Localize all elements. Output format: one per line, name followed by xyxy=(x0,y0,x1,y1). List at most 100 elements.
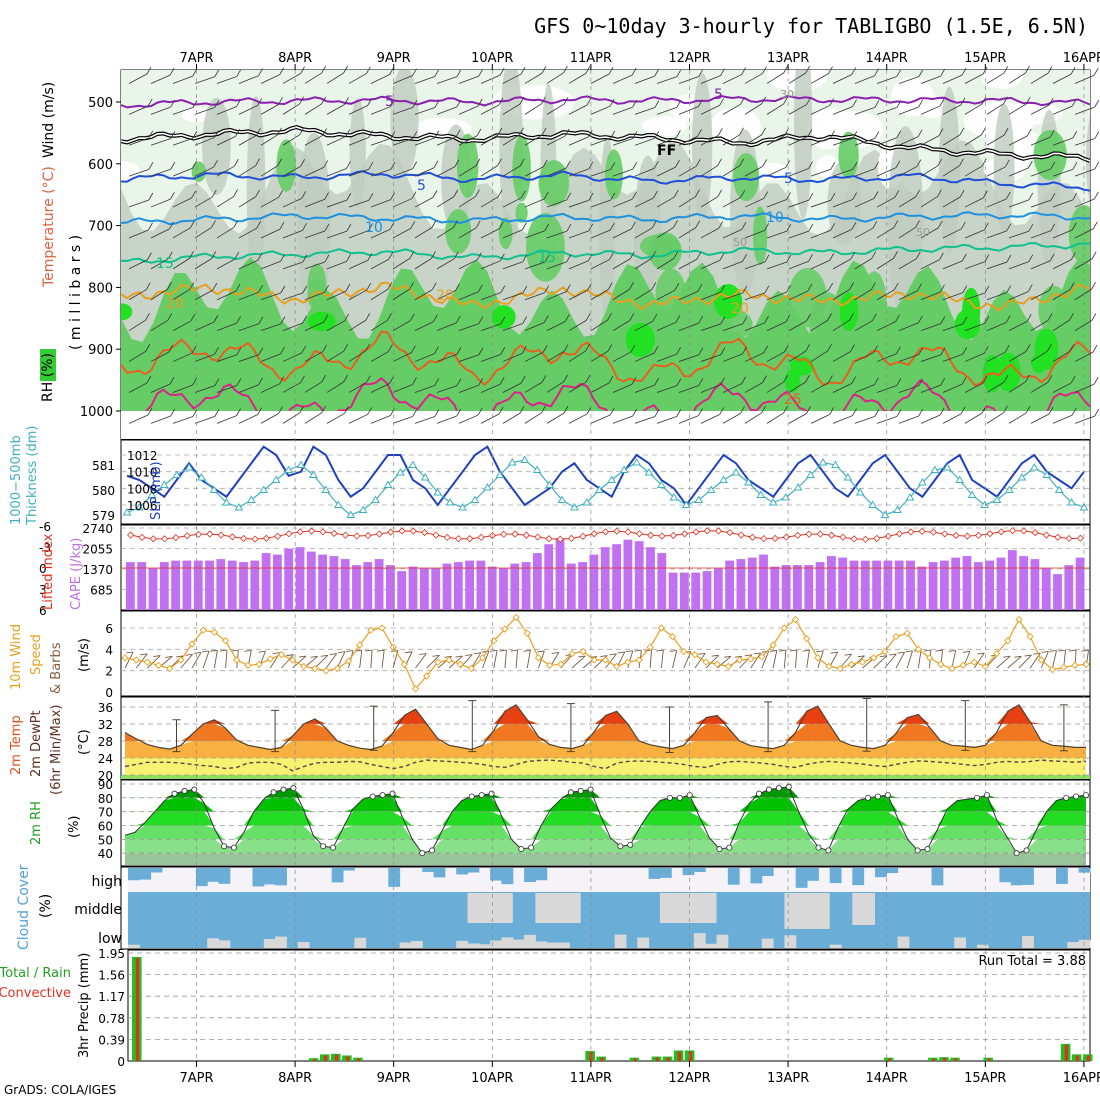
wind-barb xyxy=(806,406,811,414)
thickness-point xyxy=(545,480,554,488)
rh-streak xyxy=(202,97,231,196)
wind-barb xyxy=(698,378,704,386)
cloud-high-bar xyxy=(750,868,763,884)
wind-barb xyxy=(678,135,698,146)
wind-barb xyxy=(961,376,967,385)
cape-bar xyxy=(137,562,147,610)
li-point xyxy=(206,530,214,538)
cape-bar xyxy=(510,563,520,610)
wind-barb xyxy=(786,192,791,200)
li-point xyxy=(161,535,169,543)
cloud-high-bar xyxy=(535,868,548,881)
wind-label-line3: & Barbs xyxy=(49,642,64,694)
cape-bar xyxy=(126,562,135,610)
wind-barb xyxy=(431,220,437,228)
wind-barb xyxy=(409,313,415,321)
wind-barb xyxy=(498,97,504,106)
wind-frame xyxy=(120,610,1091,697)
wind-barb-surface xyxy=(377,649,385,652)
cape-bar xyxy=(713,568,723,610)
wind-barb xyxy=(1030,350,1048,362)
temp-label-line1: 2m Temp xyxy=(9,715,24,775)
wind-tick: 4 xyxy=(105,643,113,657)
temp-series xyxy=(124,698,1087,772)
wind-barb xyxy=(1008,230,1030,239)
thickness-point xyxy=(470,495,480,503)
wind-barb xyxy=(282,73,301,84)
wind-barb xyxy=(367,98,373,106)
wind-barb xyxy=(1008,412,1027,424)
wind-barb xyxy=(568,413,588,424)
wind-barb xyxy=(436,415,457,424)
wind-barb xyxy=(568,381,587,393)
rh-point xyxy=(369,793,376,800)
li-point xyxy=(138,533,146,541)
wind-barb xyxy=(236,69,242,77)
cloud-high-bar xyxy=(1056,868,1068,884)
wind-barb xyxy=(236,378,242,386)
wind-barb xyxy=(214,130,219,138)
wind-barb xyxy=(499,253,505,262)
cape-tick: 2055 xyxy=(82,543,113,557)
wind-barb xyxy=(632,99,638,108)
millibars-label: ( m i l l i b a r s ) xyxy=(68,235,84,350)
rh-green-blob xyxy=(1068,205,1090,264)
wind-barb xyxy=(1093,68,1099,76)
wind-barb-surface xyxy=(537,650,545,653)
wind-barb xyxy=(1030,290,1050,301)
wind-barb xyxy=(675,159,680,168)
wind-barb xyxy=(348,289,367,301)
wind-barb xyxy=(324,223,330,232)
wind-barb xyxy=(786,284,791,293)
cape-bar xyxy=(386,565,395,610)
wind-barb xyxy=(216,415,237,424)
wind-speed-point xyxy=(367,626,375,634)
cloud-low-bar xyxy=(399,942,412,948)
wind-barb xyxy=(524,166,544,177)
wind-speed-point xyxy=(188,640,196,648)
wind-barb xyxy=(392,227,412,239)
wind-barb-surface xyxy=(272,652,280,655)
wind-barb xyxy=(678,196,696,208)
wind-barb xyxy=(741,222,747,230)
wind-barb xyxy=(170,408,176,417)
wind-barb-surface xyxy=(213,650,218,669)
wind-barb xyxy=(414,385,435,393)
wind-barb xyxy=(828,375,833,383)
rh-point xyxy=(627,841,634,848)
wind-barb xyxy=(942,134,961,146)
precip-tick: 0.39 xyxy=(98,1033,125,1047)
cloud-low-bar xyxy=(478,944,491,948)
wind-barb xyxy=(238,75,259,84)
wind-barb xyxy=(964,382,984,393)
li-point xyxy=(149,535,157,543)
wind-barb xyxy=(612,383,633,393)
wind-barb xyxy=(898,76,920,84)
wind-barb xyxy=(324,284,329,293)
wind-barb xyxy=(260,165,278,177)
wind-barb xyxy=(411,345,416,353)
contour-label: 10 xyxy=(365,220,383,236)
wind-barb xyxy=(983,346,989,354)
wind-barb xyxy=(722,104,741,115)
wind-barb xyxy=(850,344,855,352)
wind-barb xyxy=(1094,131,1100,139)
cloud-low-bar xyxy=(614,934,627,948)
wind-barb xyxy=(192,377,198,386)
wind-barb xyxy=(212,189,217,198)
wind-barb-surface xyxy=(895,651,905,669)
thickness-point xyxy=(284,465,293,473)
wind-barb xyxy=(216,135,236,146)
wind-barb xyxy=(458,105,479,115)
wind-barb xyxy=(1028,192,1034,201)
wind-barb xyxy=(1094,99,1100,108)
wind-barb xyxy=(150,258,169,270)
wind-barb xyxy=(1030,199,1052,208)
wind-barb xyxy=(458,291,479,301)
wind-barb xyxy=(852,131,858,139)
wind-barb xyxy=(370,199,391,208)
wind-speed-point xyxy=(590,656,598,664)
